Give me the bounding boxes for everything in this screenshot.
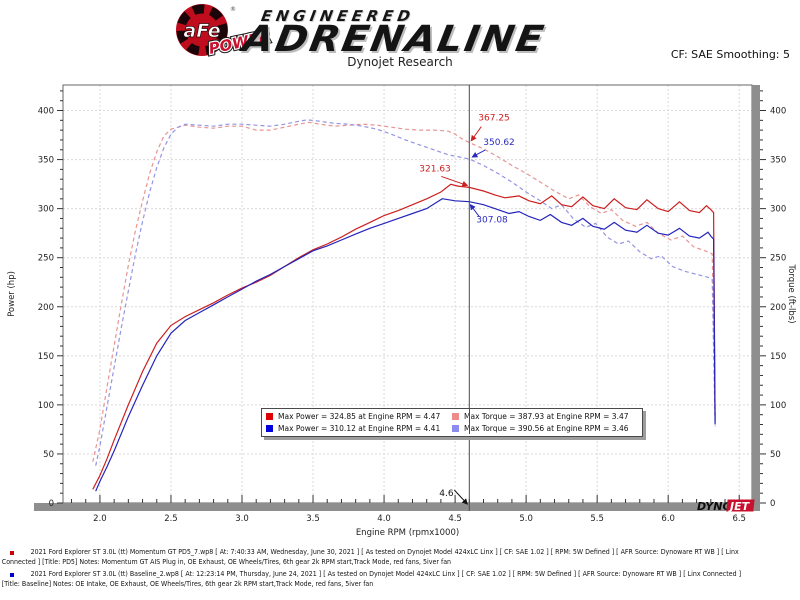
dyno-chart[interactable]: 0 0 50 50 100 100 150 150 200 200 250 250 300 300 350 3…	[0, 80, 800, 546]
legend-cell-torque-base: Max Torque = 390.56 at Engine RPM = 3.46	[452, 424, 638, 433]
legend-swatch-blue	[266, 425, 273, 432]
svg-text:0: 0	[770, 499, 775, 509]
svg-text:100: 100	[38, 401, 54, 411]
svg-text:3.0: 3.0	[235, 514, 249, 524]
svg-text:4.0: 4.0	[377, 514, 391, 524]
header: aFe ® POWER POWER POWER ENGINEERED ADREN…	[0, 0, 800, 80]
afe-logo-blades	[176, 4, 228, 56]
legend-swatch-lightblue	[452, 425, 459, 432]
tick-labels: 0 0 50 50 100 100 150 150 200 200 250 250 300 300 350 3…	[38, 107, 786, 524]
run-info-line: 2021 Ford Explorer ST 3.0L (tt) Momentum…	[30, 548, 739, 556]
annotation-321.63: 321.63	[419, 164, 451, 174]
right-axis-bar	[752, 85, 760, 511]
run-info-line: [Title: Baseline] Notes: OE Intake, OE E…	[1, 580, 374, 588]
svg-text:200: 200	[38, 303, 54, 313]
cf-smoothing-label: CF: SAE Smoothing: 5	[670, 48, 790, 61]
svg-text:150: 150	[38, 352, 54, 362]
svg-text:50: 50	[43, 450, 54, 460]
afe-power-logo: aFe ® POWER POWER POWER	[176, 4, 274, 60]
svg-text:2.0: 2.0	[93, 514, 107, 524]
chart-title: Dynojet Research	[347, 55, 453, 69]
legend-text: Max Power = 324.85 at Engine RPM = 4.47	[278, 412, 441, 421]
annotation-307.08: 307.08	[476, 216, 508, 226]
svg-text:6.0: 6.0	[661, 514, 675, 524]
legend-text: Max Torque = 390.56 at Engine RPM = 3.46	[464, 424, 629, 433]
svg-text:4.5: 4.5	[448, 514, 462, 524]
svg-text:350: 350	[770, 156, 786, 166]
svg-text:100: 100	[770, 401, 786, 411]
cursor-rpm-label: 4.6	[439, 489, 454, 499]
curve-power-afe	[92, 183, 716, 490]
run-entry-baseline: 2021 Ford Explorer ST 3.0L (tt) Baseline…	[0, 569, 800, 589]
y-axis-title-right: Torque (ft-lbs)	[786, 263, 796, 323]
cursor-line-overlay	[469, 408, 471, 434]
svg-text:400: 400	[770, 107, 786, 117]
legend-swatch-red	[266, 413, 273, 420]
chart-area: 0 0 50 50 100 100 150 150 200 200 250 250 300 300 350 3…	[0, 80, 800, 546]
legend-cell-power-afe: Max Power = 324.85 at Engine RPM = 4.47	[266, 412, 452, 421]
svg-text:50: 50	[770, 450, 781, 460]
run-bullet-blue	[10, 573, 14, 577]
y-axis-title-left: Power (hp)	[7, 271, 17, 317]
legend-box[interactable]: Max Power = 324.85 at Engine RPM = 4.47 …	[261, 408, 643, 437]
bottom-axis-bar	[34, 503, 752, 511]
svg-text:300: 300	[38, 205, 54, 215]
plot-frame	[62, 84, 753, 504]
run-info-line: Connected ] [Title: PD5] Notes: Momentum…	[1, 558, 452, 566]
legend-text: Max Power = 310.12 at Engine RPM = 4.41	[278, 424, 441, 433]
svg-text:6.5: 6.5	[732, 514, 746, 524]
svg-text:3.5: 3.5	[306, 514, 320, 524]
svg-text:400: 400	[38, 107, 54, 117]
curve-torque-afe	[92, 121, 716, 462]
svg-text:JET: JET	[728, 500, 751, 513]
svg-text:200: 200	[770, 303, 786, 313]
footer: 2021 Ford Explorer ST 3.0L (tt) Momentum…	[0, 547, 800, 591]
legend-text: Max Torque = 387.93 at Engine RPM = 3.47	[464, 412, 629, 421]
legend-row: Max Power = 310.12 at Engine RPM = 4.41 …	[266, 423, 638, 434]
afe-logo-text: aFe	[183, 20, 220, 42]
legend-cell-power-base: Max Power = 310.12 at Engine RPM = 4.41	[266, 424, 452, 433]
legend-cell-torque-afe: Max Torque = 387.93 at Engine RPM = 3.47	[452, 412, 638, 421]
annotation-350.62: 350.62	[483, 138, 514, 148]
annotation-arrow	[470, 126, 482, 142]
run-entry-afe: 2021 Ford Explorer ST 3.0L (tt) Momentum…	[0, 547, 800, 567]
svg-text:5.5: 5.5	[590, 514, 604, 524]
registered-mark: ®	[230, 6, 236, 13]
run-bullet-red	[10, 551, 14, 555]
curve-torque-baseline	[95, 119, 716, 466]
svg-text:2.5: 2.5	[164, 514, 178, 524]
run-info-line: 2021 Ford Explorer ST 3.0L (tt) Baseline…	[30, 570, 742, 578]
brand-adrenaline: ADRENALINE	[239, 19, 549, 60]
svg-text:5.0: 5.0	[519, 514, 533, 524]
x-axis-title: Engine RPM (rpmx1000)	[356, 528, 459, 538]
svg-text:250: 250	[38, 254, 54, 264]
svg-text:350: 350	[38, 156, 54, 166]
gridlines	[63, 85, 752, 503]
annotation-367.25: 367.25	[478, 114, 510, 124]
legend-row: Max Power = 324.85 at Engine RPM = 4.47 …	[266, 411, 638, 422]
annotation-arrow	[471, 149, 486, 158]
legend-swatch-salmon	[452, 413, 459, 420]
annotation-arrow	[469, 203, 480, 217]
svg-text:300: 300	[770, 205, 786, 215]
svg-text:150: 150	[770, 352, 786, 362]
curve-power-baseline	[95, 198, 716, 492]
annotation-arrow	[441, 175, 469, 187]
svg-text:250: 250	[770, 254, 786, 264]
svg-text:DYNO: DYNO	[697, 500, 732, 513]
cursor-arrow	[453, 489, 468, 505]
svg-text:0: 0	[49, 499, 54, 509]
axis-ticks	[57, 90, 766, 504]
